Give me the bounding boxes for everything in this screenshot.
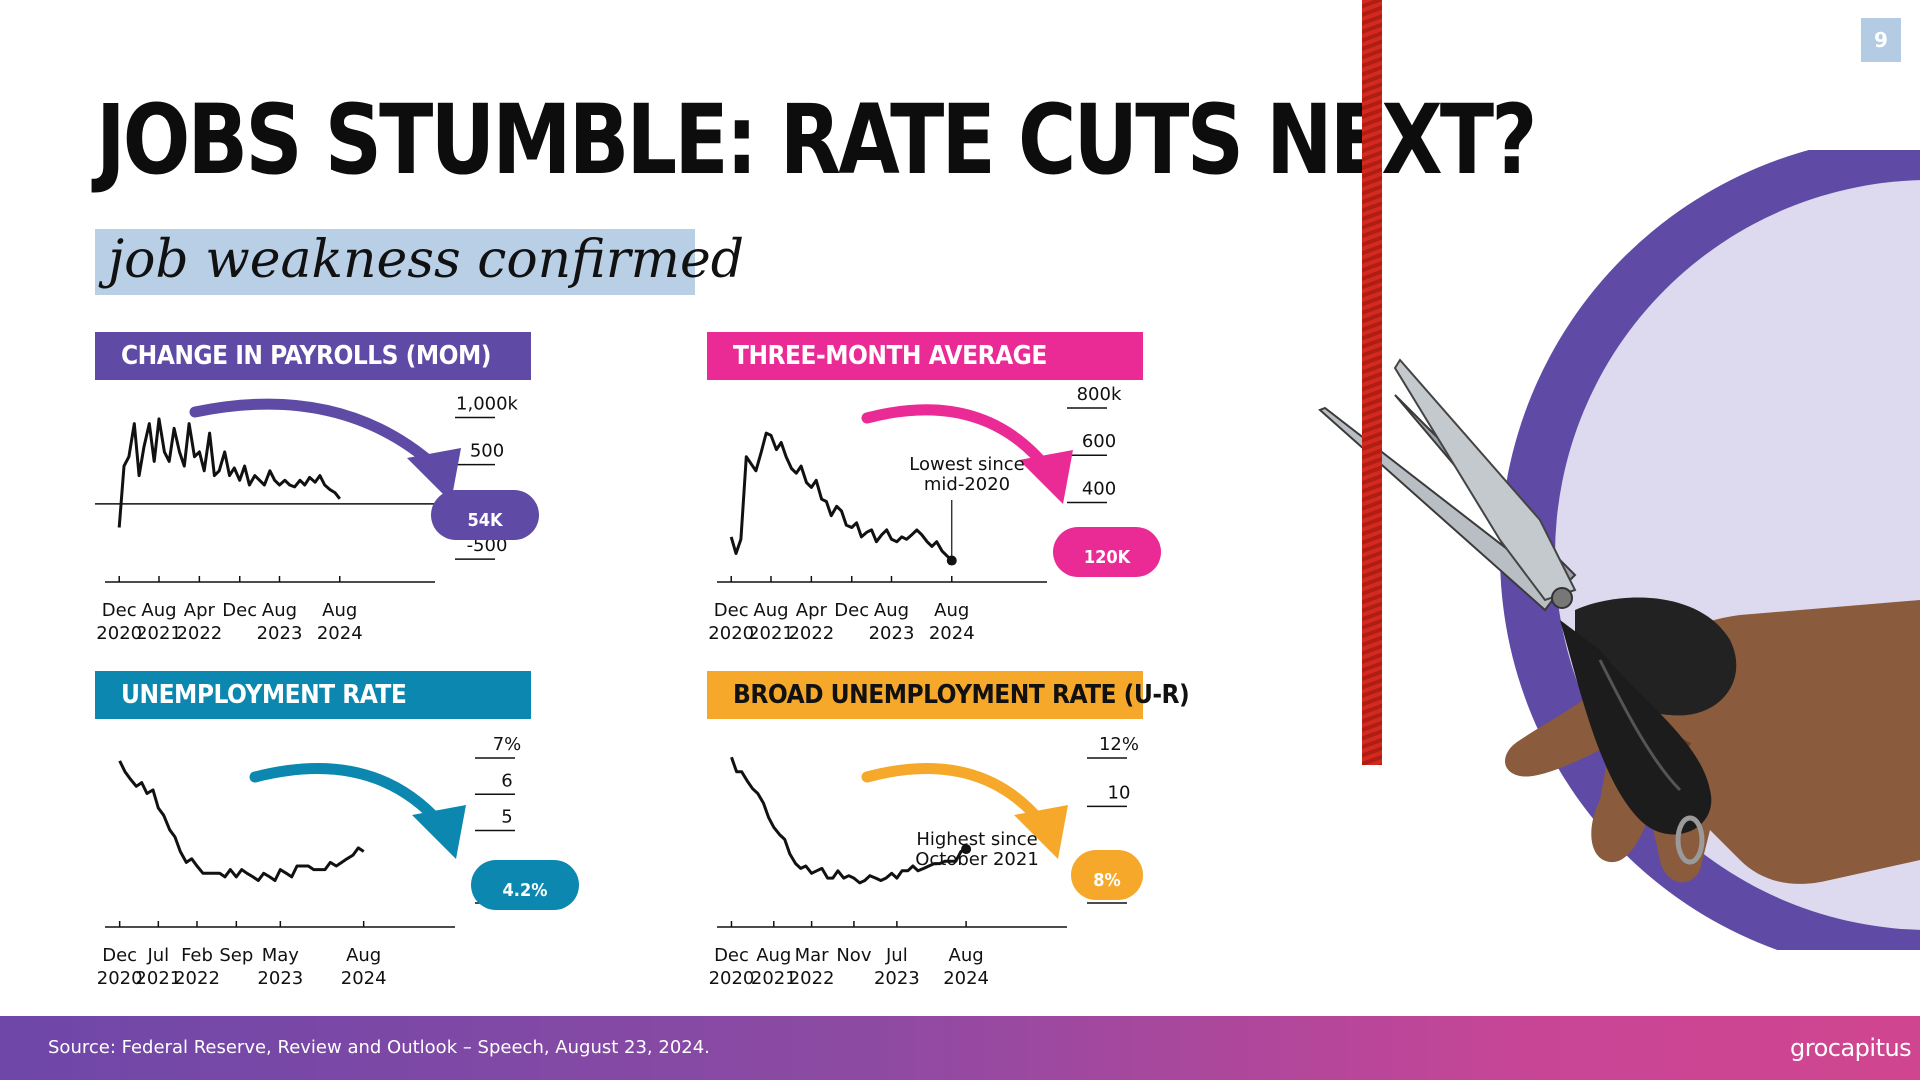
callout-pill — [431, 490, 539, 540]
callout-value: 54K — [467, 510, 504, 531]
callout-value: 120K — [1084, 547, 1132, 568]
x-tick-label: Feb — [181, 945, 213, 966]
chart-header-broad-unemployment: BROAD UNEMPLOYMENT RATE (U-R) — [707, 671, 1190, 719]
hand-icon — [1505, 600, 1920, 884]
x-tick-label: Jul — [146, 945, 169, 966]
chart-three-month: 800k600400200Dec2020Aug2021Apr2022DecAug… — [708, 384, 1161, 644]
x-tick-year-label: 2024 — [317, 623, 363, 644]
x-tick-year-label: 2024 — [341, 968, 387, 989]
y-tick-label: 600 — [1082, 431, 1116, 452]
chart-header-unemployment: UNEMPLOYMENT RATE — [95, 671, 531, 719]
x-tick-label: Aug — [753, 600, 788, 621]
x-tick-year-label: 2020 — [96, 623, 142, 644]
y-tick-label: 7% — [493, 734, 522, 755]
trend-arrowhead-icon — [1019, 450, 1073, 504]
brand-logo: grocapitus — [1790, 1034, 1912, 1062]
y-tick-label: -500 — [467, 535, 508, 556]
callout-pill — [1053, 527, 1161, 577]
trend-arrow-icon — [249, 763, 446, 829]
x-tick-label: Aug — [934, 600, 969, 621]
series-line — [729, 431, 953, 562]
slide-subtitle: job weakness confirmed — [108, 230, 745, 290]
source-note: Source: Federal Reserve, Review and Outl… — [48, 1037, 710, 1058]
x-tick-year-label: 2023 — [869, 623, 915, 644]
x-tick-year-label: 2022 — [176, 623, 222, 644]
x-tick-year-label: 2024 — [943, 968, 989, 989]
trend-arrowhead-icon — [407, 448, 461, 502]
chart-annotation: mid-2020 — [924, 474, 1010, 495]
y-tick-label: 1,000k — [456, 393, 519, 414]
x-tick-year-label: 2022 — [788, 623, 834, 644]
x-tick-year-label: 2022 — [789, 968, 835, 989]
x-tick-label: Dec — [834, 600, 869, 621]
x-tick-year-label: 2024 — [929, 623, 975, 644]
x-tick-year-label: 2022 — [174, 968, 220, 989]
x-tick-year-label: 2020 — [709, 968, 755, 989]
ring-icon — [1675, 815, 1705, 865]
y-tick-label: 12% — [1099, 734, 1139, 755]
trend-arrow-icon — [189, 398, 441, 472]
chart-annotation: Lowest since — [909, 454, 1024, 475]
x-tick-label: Aug — [322, 600, 357, 621]
red-rope — [1362, 0, 1382, 765]
x-tick-label: May — [262, 945, 300, 966]
x-tick-label: Dec — [714, 945, 749, 966]
x-tick-label: Mar — [795, 945, 830, 966]
chart-unemployment: 7%653Dec2020Jul2021Feb2022SepMay2023Aug2… — [97, 734, 579, 989]
trend-arrow-icon — [861, 763, 1048, 829]
callout-value: 8% — [1093, 870, 1121, 891]
callout-value: 4.2% — [503, 880, 548, 901]
series-line — [117, 417, 341, 528]
slide-title: JOBS STUMBLE: RATE CUTS NEXT? — [96, 84, 1537, 196]
y-tick-label: 5 — [501, 807, 512, 828]
y-tick-label: 10 — [1108, 782, 1131, 803]
x-tick-label: Aug — [262, 600, 297, 621]
y-tick-label: 400 — [1082, 478, 1116, 499]
chart-annotation: Highest since — [916, 829, 1037, 850]
trend-arrowhead-icon — [412, 805, 466, 859]
x-tick-year-label: 2021 — [751, 968, 797, 989]
x-tick-year-label: 2021 — [136, 623, 182, 644]
scissors-hand-illustration — [1318, 150, 1920, 950]
trend-arrow-icon — [861, 404, 1053, 474]
chart-header-three-month: THREE-MONTH AVERAGE — [707, 332, 1143, 380]
last-point-dot — [961, 844, 972, 855]
x-tick-label: Dec — [714, 600, 749, 621]
x-tick-label: Aug — [141, 600, 176, 621]
series-line — [118, 760, 365, 882]
trend-arrowhead-icon — [1014, 805, 1068, 859]
x-tick-label: Aug — [346, 945, 381, 966]
y-tick-label: 500 — [470, 441, 504, 462]
callout-pill — [471, 860, 579, 910]
y-tick-label: 800k — [1077, 384, 1122, 405]
x-tick-label: Dec — [222, 600, 257, 621]
x-tick-year-label: 2021 — [748, 623, 794, 644]
x-tick-year-label: 2023 — [874, 968, 920, 989]
x-tick-year-label: 2021 — [135, 968, 181, 989]
chart-broad-unemployment: 12%106Dec2020Aug2021Mar2022NovJul2023Aug… — [709, 734, 1143, 989]
x-tick-label: Dec — [102, 945, 137, 966]
x-tick-label: Aug — [874, 600, 909, 621]
subtitle-highlight — [95, 229, 695, 295]
x-tick-label: Sep — [219, 945, 253, 966]
footer-bar — [0, 1016, 1920, 1080]
x-tick-label: Apr — [184, 600, 216, 621]
x-tick-label: Aug — [756, 945, 791, 966]
chart-header-payrolls: CHANGE IN PAYROLLS (MOM) — [95, 332, 531, 380]
x-tick-year-label: 2023 — [257, 623, 303, 644]
x-tick-label: Nov — [836, 945, 871, 966]
x-tick-label: Aug — [949, 945, 984, 966]
x-tick-year-label: 2023 — [257, 968, 303, 989]
x-tick-label: Dec — [102, 600, 137, 621]
series-line — [730, 756, 967, 885]
x-tick-label: Apr — [796, 600, 828, 621]
page-number: 9 — [1861, 18, 1901, 62]
x-tick-label: Jul — [885, 945, 908, 966]
x-tick-year-label: 2020 — [708, 623, 754, 644]
chart-annotation: October 2021 — [915, 849, 1039, 870]
y-tick-label: 6 — [501, 770, 512, 791]
callout-pill — [1071, 850, 1143, 900]
x-tick-year-label: 2020 — [97, 968, 143, 989]
